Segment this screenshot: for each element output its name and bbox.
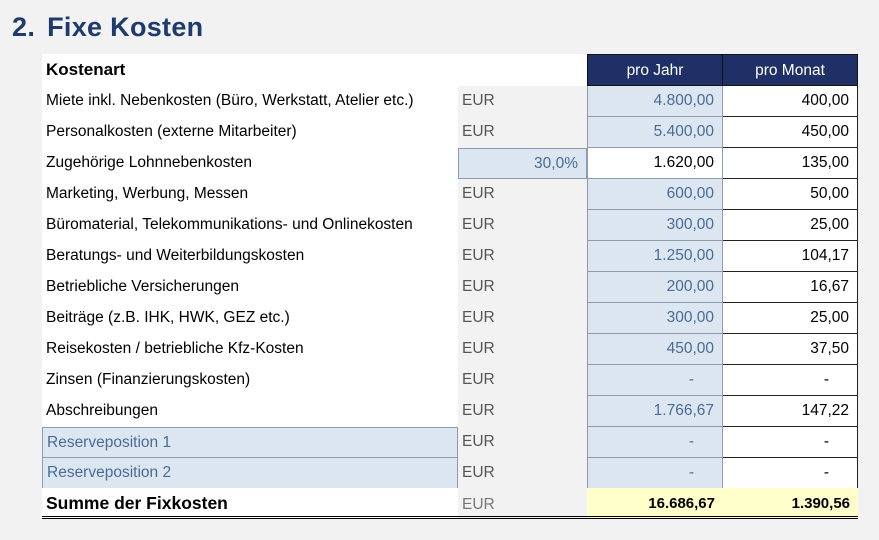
row-currency: EUR	[458, 427, 587, 458]
total-year-value: 16.686,67	[587, 488, 723, 519]
row-label: Miete inkl. Nebenkosten (Büro, Werkstatt…	[42, 86, 458, 117]
row-currency: EUR	[458, 210, 587, 241]
total-currency: EUR	[458, 488, 587, 519]
row-currency: EUR	[458, 365, 587, 396]
month-value-cell: 16,67	[723, 272, 858, 303]
year-input-cell[interactable]: 5.400,00	[587, 117, 723, 148]
year-input-cell[interactable]: 200,00	[587, 272, 723, 303]
row-label: Betriebliche Versicherungen	[42, 272, 458, 303]
year-input-cell[interactable]: 450,00	[587, 334, 723, 365]
row-currency: EUR	[458, 241, 587, 272]
year-input-cell[interactable]: 4.800,00	[587, 86, 723, 117]
column-header-month: pro Monat	[723, 54, 858, 86]
column-header-kostenart: Kostenart	[42, 54, 458, 86]
row-currency: EUR	[458, 272, 587, 303]
row-label: Marketing, Werbung, Messen	[42, 179, 458, 210]
section-title-text: Fixe Kosten	[47, 12, 204, 42]
year-input-cell[interactable]: 1.766,67	[587, 396, 723, 427]
month-value-cell: -	[723, 365, 858, 396]
year-value-cell: 1.620,00	[587, 148, 723, 179]
month-value-cell: 50,00	[723, 179, 858, 210]
total-label: Summe der Fixkosten	[42, 488, 458, 519]
row-currency: EUR	[458, 86, 587, 117]
section-title: 2. Fixe Kosten	[12, 12, 203, 43]
row-label: Reisekosten / betriebliche Kfz-Kosten	[42, 334, 458, 365]
month-value-cell: -	[723, 427, 858, 458]
year-input-cell[interactable]: -	[587, 427, 723, 458]
row-label: Zinsen (Finanzierungskosten)	[42, 365, 458, 396]
row-label: Büromaterial, Telekommunikations- und On…	[42, 210, 458, 241]
row-label: Zugehörige Lohnnebenkosten	[42, 148, 458, 179]
row-currency: EUR	[458, 117, 587, 148]
year-input-cell[interactable]: 600,00	[587, 179, 723, 210]
month-value-cell: 37,50	[723, 334, 858, 365]
year-input-cell[interactable]: 300,00	[587, 303, 723, 334]
month-value-cell: 25,00	[723, 303, 858, 334]
row-label: Beiträge (z.B. IHK, HWK, GEZ etc.)	[42, 303, 458, 334]
row-label: Abschreibungen	[42, 396, 458, 427]
row-currency: EUR	[458, 179, 587, 210]
year-input-cell[interactable]: -	[587, 365, 723, 396]
month-value-cell: -	[723, 458, 858, 489]
row-currency: EUR	[458, 303, 587, 334]
month-value-cell: 450,00	[723, 117, 858, 148]
row-label: Beratungs- und Weiterbildungskosten	[42, 241, 458, 272]
row-currency: EUR	[458, 396, 587, 427]
row-currency: EUR	[458, 458, 587, 489]
row-label: Personalkosten (externe Mitarbeiter)	[42, 117, 458, 148]
reserve-label-input[interactable]: Reserveposition 1	[42, 427, 458, 458]
reserve-label-input[interactable]: Reserveposition 2	[42, 458, 458, 489]
column-header-year: pro Jahr	[587, 54, 723, 86]
total-month-value: 1.390,56	[723, 488, 858, 519]
month-value-cell: 147,22	[723, 396, 858, 427]
month-value-cell: 104,17	[723, 241, 858, 272]
month-value-cell: 400,00	[723, 86, 858, 117]
year-input-cell[interactable]: 300,00	[587, 210, 723, 241]
row-currency: EUR	[458, 334, 587, 365]
month-value-cell: 135,00	[723, 148, 858, 179]
month-value-cell: 25,00	[723, 210, 858, 241]
section-number: 2.	[12, 12, 36, 42]
year-input-cell[interactable]: 1.250,00	[587, 241, 723, 272]
percent-input-cell[interactable]: 30,0%	[458, 148, 587, 179]
column-header-blank	[458, 54, 587, 86]
year-input-cell[interactable]: -	[587, 458, 723, 489]
